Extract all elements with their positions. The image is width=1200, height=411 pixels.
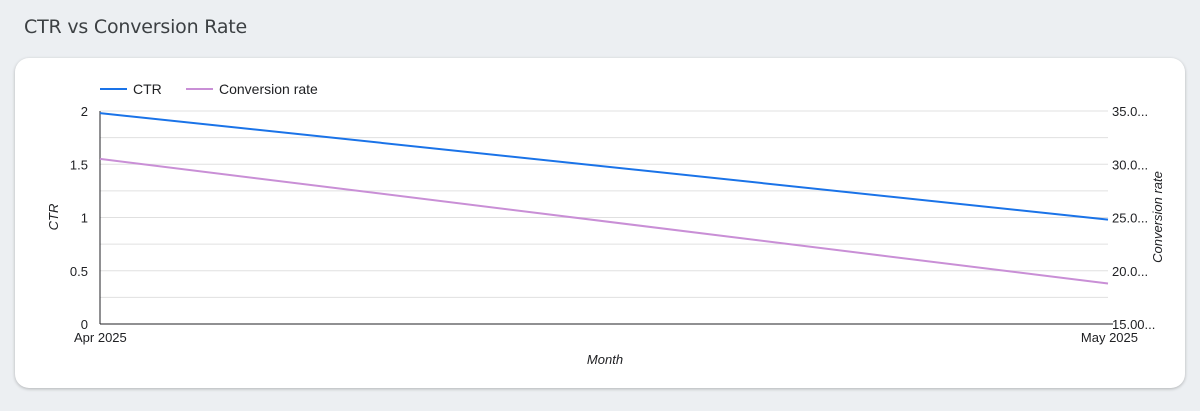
left-tick-label: 1.5 (70, 157, 88, 172)
legend: CTR Conversion rate (100, 81, 318, 97)
legend-label: CTR (133, 81, 162, 97)
page-title: CTR vs Conversion Rate (24, 16, 248, 38)
right-tick-label: 15.00... (1112, 317, 1155, 332)
axes (99, 111, 1113, 325)
left-axis-title: CTR (46, 204, 61, 231)
left-tick-label: 0 (81, 317, 88, 332)
right-axis-title: Conversion rate (1150, 171, 1165, 263)
x-tick-label: Apr 2025 (74, 330, 127, 345)
x-axis-title: Month (587, 352, 623, 367)
left-tick-label: 2 (81, 104, 88, 119)
x-tick-label: May 2025 (1081, 330, 1138, 345)
left-tick-label: 1 (81, 211, 88, 226)
right-axis-ticks: 15.00... 20.0... 25.0... 30.0... 35.0... (1112, 104, 1155, 332)
series-line-conversion-rate (99, 157, 1109, 285)
right-tick-label: 30.0... (1112, 157, 1148, 172)
left-axis-ticks: 0 0.5 1 1.5 2 (70, 104, 88, 332)
series-line-ctr (99, 112, 1109, 221)
x-axis-ticks: Apr 2025 May 2025 (74, 330, 1138, 345)
right-tick-label: 20.0... (1112, 264, 1148, 279)
legend-label: Conversion rate (219, 81, 318, 97)
right-tick-label: 25.0... (1112, 211, 1148, 226)
right-tick-label: 35.0... (1112, 104, 1148, 119)
legend-item[interactable]: Conversion rate (186, 81, 318, 97)
legend-item[interactable]: CTR (100, 81, 162, 97)
gridlines (100, 110, 1108, 325)
left-tick-label: 0.5 (70, 264, 88, 279)
chart-card (15, 58, 1185, 388)
series-lines (99, 112, 1109, 285)
